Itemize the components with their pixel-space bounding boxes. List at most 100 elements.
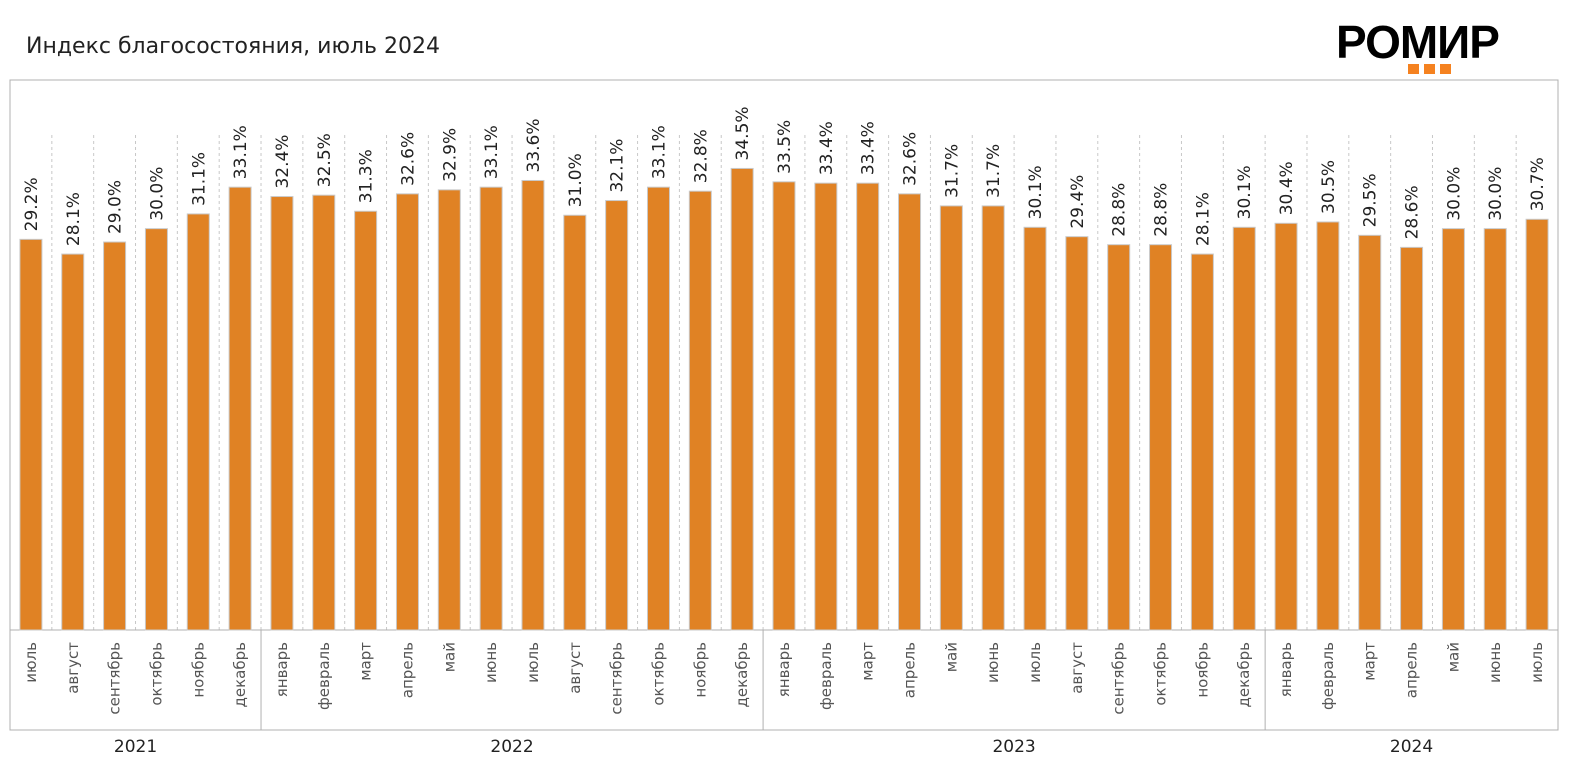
month-tick-label: ноябрь	[189, 642, 207, 698]
month-tick-label: январь	[1277, 642, 1295, 697]
bar	[1232, 226, 1256, 631]
month-tick-label: октябрь	[147, 642, 165, 706]
bar	[563, 214, 587, 631]
month-tick-label: май	[942, 642, 960, 672]
bar	[312, 194, 336, 631]
bar	[521, 179, 545, 631]
data-label: 30.1%	[1026, 165, 1046, 219]
year-label: 2024	[1390, 737, 1433, 757]
data-label: 29.5%	[1361, 173, 1381, 227]
data-label: 32.6%	[398, 132, 418, 186]
data-label: 34.5%	[733, 106, 753, 160]
month-tick-label: февраль	[1319, 642, 1337, 710]
data-label: 31.7%	[984, 144, 1004, 198]
data-label: 29.4%	[1068, 175, 1088, 229]
bar	[1107, 244, 1131, 631]
month-tick-label: август	[566, 642, 584, 694]
month-tick-label: декабрь	[733, 642, 751, 707]
plot-frame	[9, 79, 1559, 731]
chart-title: Индекс благосостояния, июль 2024	[26, 34, 440, 59]
month-tick-label: октябрь	[1152, 642, 1170, 706]
data-label: 28.1%	[64, 192, 84, 246]
month-tick-label: октябрь	[649, 642, 667, 706]
month-tick-label: май	[440, 642, 458, 672]
month-tick-label: ноябрь	[1193, 642, 1211, 698]
data-label: 30.7%	[1528, 157, 1548, 211]
logo-text: РОМИР	[1336, 16, 1500, 68]
month-tick-label: декабрь	[1235, 642, 1253, 707]
month-tick-label: июнь	[482, 642, 500, 683]
data-label: 30.0%	[1486, 167, 1506, 221]
bar	[1190, 253, 1214, 631]
month-tick-label: апрель	[901, 642, 919, 698]
bar	[939, 205, 963, 631]
data-label: 32.5%	[315, 133, 335, 187]
bar	[1483, 228, 1507, 631]
bar	[1023, 226, 1047, 631]
data-label: 30.1%	[1235, 165, 1255, 219]
month-tick-label: февраль	[817, 642, 835, 710]
romir-logo: РОМИР	[1336, 16, 1526, 74]
bar	[1358, 234, 1382, 631]
data-label: 28.8%	[1152, 183, 1172, 237]
month-tick-label: декабрь	[231, 642, 249, 707]
bar	[144, 228, 168, 631]
bar	[19, 238, 43, 631]
data-label: 31.7%	[942, 144, 962, 198]
data-label: 28.6%	[1403, 185, 1423, 239]
month-tick-label: июль	[1528, 642, 1546, 683]
data-label: 33.5%	[775, 120, 795, 174]
bar	[1525, 218, 1549, 631]
data-label: 32.4%	[273, 135, 293, 189]
data-label: 29.0%	[106, 180, 126, 234]
bar	[772, 181, 796, 631]
data-label: 33.4%	[859, 121, 879, 175]
data-label: 33.1%	[231, 125, 251, 179]
data-label: 28.1%	[1193, 192, 1213, 246]
bar	[1065, 236, 1089, 631]
bar	[103, 241, 127, 631]
bar	[605, 200, 629, 631]
month-tick-label: апрель	[398, 642, 416, 698]
bar	[981, 205, 1005, 631]
month-tick-label: март	[1361, 642, 1379, 681]
month-tick-label: август	[64, 642, 82, 694]
data-label: 33.1%	[482, 125, 502, 179]
month-tick-label: апрель	[1403, 642, 1421, 698]
bar	[1316, 221, 1340, 631]
month-tick-label: июль	[524, 642, 542, 683]
bar	[1441, 228, 1465, 631]
data-label: 31.0%	[566, 153, 586, 207]
year-label: 2023	[992, 737, 1035, 757]
month-tick-label: январь	[775, 642, 793, 697]
bar	[1149, 244, 1173, 631]
bar	[1400, 246, 1424, 631]
month-tick-label: сентябрь	[106, 642, 124, 715]
bar	[61, 253, 85, 631]
bar	[395, 193, 419, 631]
bar	[856, 182, 880, 631]
bar	[646, 186, 670, 631]
month-tick-label: ноябрь	[691, 642, 709, 698]
year-label: 2022	[490, 737, 533, 757]
data-label: 31.3%	[357, 149, 377, 203]
bar	[479, 186, 503, 631]
month-tick-label: июнь	[984, 642, 1002, 683]
bar	[688, 190, 712, 631]
data-label: 30.0%	[1444, 167, 1464, 221]
data-label: 32.9%	[440, 128, 460, 182]
month-tick-label: январь	[273, 642, 291, 697]
bar	[228, 186, 252, 631]
month-tick-label: сентябрь	[1110, 642, 1128, 715]
bar	[354, 210, 378, 631]
data-label: 31.1%	[189, 152, 209, 206]
data-label: 33.1%	[649, 125, 669, 179]
month-tick-label: июль	[1026, 642, 1044, 683]
bar	[730, 167, 754, 631]
data-label: 29.2%	[22, 177, 42, 231]
month-tick-label: июль	[22, 642, 40, 683]
bar	[437, 189, 461, 631]
data-label: 32.8%	[691, 129, 711, 183]
data-label: 30.0%	[147, 167, 167, 221]
